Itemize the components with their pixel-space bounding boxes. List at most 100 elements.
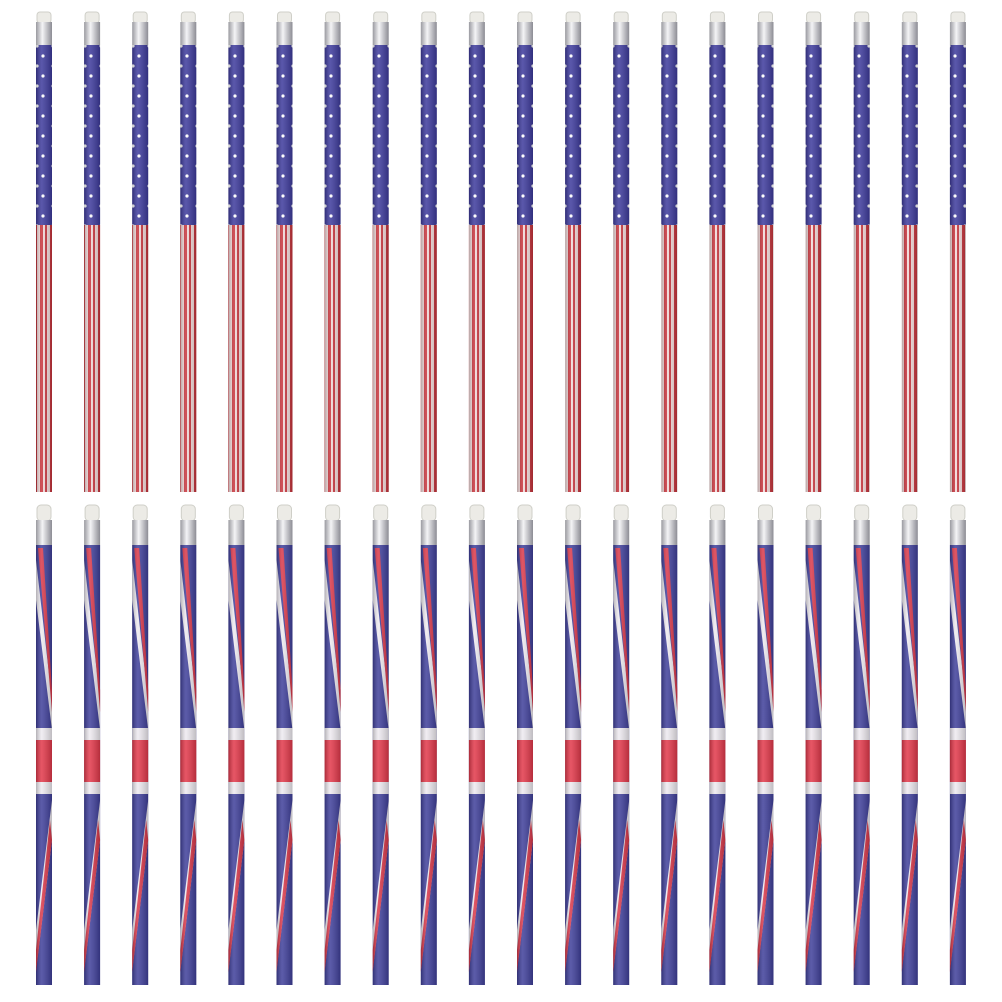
eraser bbox=[325, 504, 341, 522]
ferrule bbox=[372, 22, 389, 45]
eraser bbox=[613, 11, 629, 24]
eraser bbox=[758, 11, 773, 24]
shading bbox=[853, 545, 870, 985]
shading bbox=[132, 45, 149, 492]
ferrule bbox=[36, 22, 52, 45]
shading bbox=[36, 45, 52, 492]
ferrule bbox=[949, 22, 966, 45]
us-flag-pencil bbox=[565, 11, 582, 492]
shading bbox=[276, 545, 293, 985]
eraser bbox=[517, 11, 533, 24]
eraser bbox=[84, 504, 100, 522]
ferrule bbox=[36, 520, 52, 545]
uk-flag-pencil bbox=[901, 504, 918, 985]
shading bbox=[949, 545, 966, 985]
shading bbox=[468, 45, 485, 492]
uk-flag-pencil bbox=[132, 504, 149, 985]
uk-flag-pencil bbox=[661, 504, 678, 985]
shading bbox=[228, 45, 245, 492]
us-flag-pencil bbox=[372, 11, 389, 492]
shading bbox=[180, 545, 197, 985]
uk-flag-pencil bbox=[805, 504, 822, 985]
shading bbox=[853, 45, 870, 492]
ferrule bbox=[661, 520, 678, 545]
ferrule bbox=[853, 22, 870, 45]
eraser bbox=[806, 504, 822, 522]
eraser bbox=[228, 11, 244, 24]
shading bbox=[420, 545, 437, 985]
shading bbox=[949, 45, 966, 492]
eraser bbox=[277, 11, 292, 24]
uk-flag-pencil bbox=[949, 504, 966, 985]
uk-flag-pencil bbox=[565, 504, 582, 985]
uk-flag-pencil bbox=[36, 504, 52, 985]
eraser bbox=[421, 11, 437, 24]
eraser bbox=[661, 504, 677, 522]
shading bbox=[757, 545, 774, 985]
shading bbox=[805, 45, 822, 492]
shading bbox=[901, 45, 918, 492]
shading bbox=[84, 45, 101, 492]
eraser bbox=[806, 11, 822, 24]
us-flag-pencil bbox=[468, 11, 485, 492]
ferrule bbox=[661, 22, 678, 45]
shading bbox=[805, 545, 822, 985]
shading bbox=[372, 45, 389, 492]
eraser bbox=[373, 504, 389, 522]
ferrule bbox=[949, 520, 966, 545]
us-flag-pencil bbox=[517, 11, 533, 492]
ferrule bbox=[84, 22, 101, 45]
eraser bbox=[950, 11, 966, 24]
ferrule bbox=[613, 520, 630, 545]
us-flag-pencil bbox=[613, 11, 630, 492]
ferrule bbox=[468, 520, 485, 545]
uk-flag-pencil bbox=[324, 504, 341, 985]
uk-flag-pencil bbox=[613, 504, 630, 985]
ferrule bbox=[565, 22, 582, 45]
us-flag-pencil bbox=[36, 11, 52, 492]
eraser bbox=[132, 504, 148, 522]
eraser bbox=[469, 11, 485, 24]
us-flag-pencil bbox=[805, 11, 822, 492]
shading bbox=[84, 545, 101, 985]
uk-flag-pencil bbox=[757, 504, 774, 985]
shading bbox=[661, 545, 678, 985]
eraser bbox=[277, 504, 292, 522]
ferrule bbox=[468, 22, 485, 45]
eraser bbox=[854, 11, 870, 24]
us-flag-pencil bbox=[853, 11, 870, 492]
shading bbox=[420, 45, 437, 492]
ferrule bbox=[84, 520, 101, 545]
eraser bbox=[565, 11, 581, 24]
ferrule bbox=[420, 520, 437, 545]
uk-flag-pencil bbox=[84, 504, 101, 985]
shading bbox=[132, 545, 149, 985]
shading bbox=[468, 545, 485, 985]
ferrule bbox=[420, 22, 437, 45]
uk-flag-pencil bbox=[468, 504, 485, 985]
ferrule bbox=[324, 520, 341, 545]
us-flag-pencil bbox=[709, 11, 726, 492]
eraser bbox=[325, 11, 341, 24]
eraser bbox=[950, 504, 966, 522]
us-flag-pencil bbox=[420, 11, 437, 492]
eraser bbox=[709, 11, 725, 24]
ferrule bbox=[901, 22, 918, 45]
shading bbox=[372, 545, 389, 985]
uk-flag-pencil bbox=[276, 504, 293, 985]
uk-flag-pencil bbox=[228, 504, 245, 985]
ferrule bbox=[276, 22, 293, 45]
ferrule bbox=[132, 22, 149, 45]
shading bbox=[36, 545, 52, 985]
shading bbox=[613, 545, 630, 985]
eraser bbox=[469, 504, 485, 522]
eraser bbox=[180, 504, 196, 522]
shading bbox=[901, 545, 918, 985]
us-flag-pencil bbox=[901, 11, 918, 492]
ferrule bbox=[709, 22, 726, 45]
ferrule bbox=[372, 520, 389, 545]
ferrule bbox=[757, 520, 774, 545]
ferrule bbox=[709, 520, 726, 545]
shading bbox=[661, 45, 678, 492]
eraser bbox=[758, 504, 773, 522]
